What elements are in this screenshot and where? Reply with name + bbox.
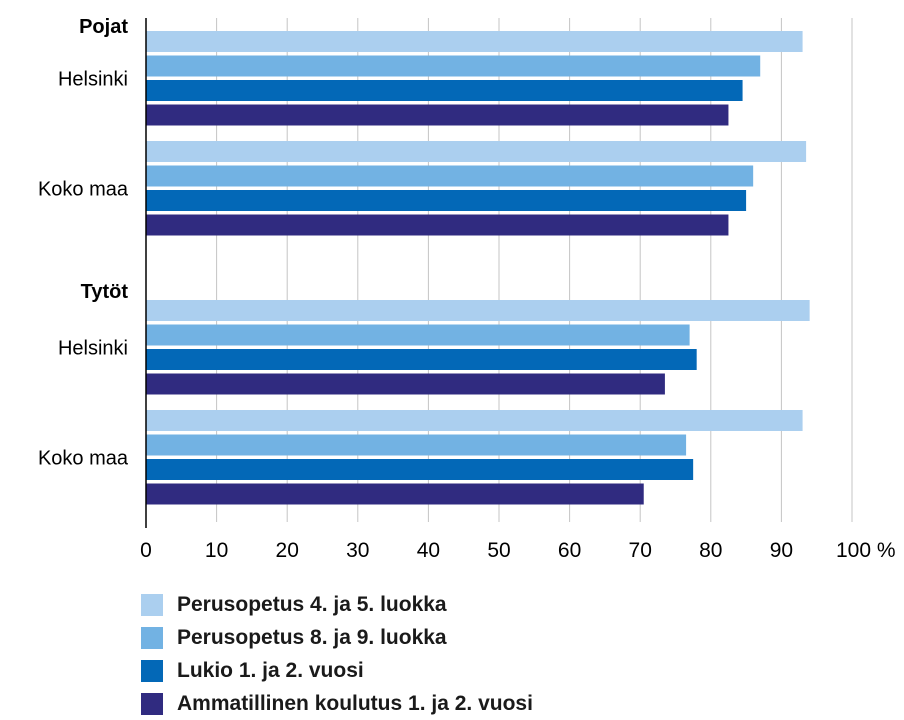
x-tick-label: 60 (558, 539, 581, 562)
bar (146, 165, 754, 187)
bar (146, 410, 803, 431)
legend-swatch-3 (141, 692, 163, 715)
x-tick-label: 20 (276, 539, 299, 562)
legend-item: Perusopetus 8. ja 9. luokka (141, 621, 533, 654)
bar (146, 324, 690, 346)
gridlines (216, 18, 853, 522)
category-label: Koko maa (38, 447, 129, 469)
bar (146, 349, 697, 370)
x-tick-label: 90 (770, 539, 793, 562)
group-heading: Pojat (79, 16, 128, 38)
bar (146, 31, 803, 52)
bar (146, 190, 747, 211)
bar (146, 373, 665, 395)
bars (146, 31, 810, 505)
category-labels: Pojat Helsinki Koko maa Tytöt Helsinki Koko m… (38, 16, 129, 469)
bar (146, 214, 729, 236)
x-tick-label: 40 (417, 539, 440, 562)
bar (146, 483, 644, 505)
legend-item: Ammatillinen koulutus 1. ja 2. vuosi (141, 687, 533, 720)
bar (146, 104, 729, 126)
legend-label: Lukio 1. ja 2. vuosi (177, 658, 364, 682)
category-label: Helsinki (58, 337, 128, 359)
bar (146, 80, 743, 101)
legend-swatch-1 (141, 626, 163, 649)
bar (146, 459, 694, 480)
bar (146, 141, 807, 162)
x-tick-label: 50 (487, 539, 510, 562)
x-tick-label: 80 (699, 539, 722, 562)
x-tick-labels: 0 10 20 30 40 50 60 70 80 90 100 % (140, 539, 895, 562)
category-label: Koko maa (38, 178, 129, 200)
legend: Perusopetus 4. ja 5. luokka Perusopetus … (141, 588, 533, 720)
legend-label: Perusopetus 4. ja 5. luokka (177, 592, 447, 616)
bar (146, 55, 761, 77)
legend-label: Perusopetus 8. ja 9. luokka (177, 625, 447, 649)
legend-swatch-2 (141, 659, 163, 682)
x-tick-label: 0 (140, 539, 152, 562)
x-tick-label: 70 (629, 539, 652, 562)
legend-item: Perusopetus 4. ja 5. luokka (141, 588, 533, 621)
bar-chart: Pojat Helsinki Koko maa Tytöt Helsinki Koko m… (38, 16, 896, 562)
x-tick-label: 10 (205, 539, 228, 562)
category-label: Helsinki (58, 68, 128, 90)
x-tick-label: 30 (346, 539, 369, 562)
x-tick-label: 100 % (836, 539, 896, 562)
legend-swatch-0 (141, 593, 163, 616)
group-heading: Tytöt (81, 281, 129, 303)
legend-label: Ammatillinen koulutus 1. ja 2. vuosi (177, 691, 533, 715)
bar (146, 300, 810, 321)
legend-item: Lukio 1. ja 2. vuosi (141, 654, 533, 687)
bar (146, 434, 687, 456)
